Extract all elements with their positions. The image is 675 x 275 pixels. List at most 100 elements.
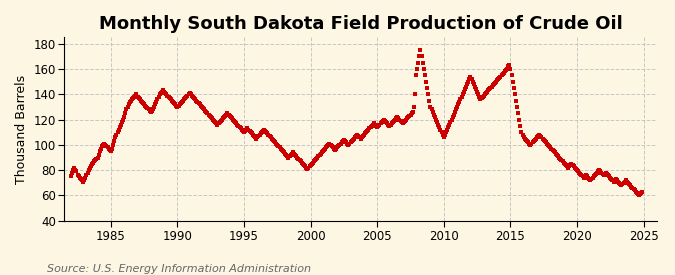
Point bbox=[379, 119, 390, 123]
Point bbox=[541, 140, 551, 145]
Point bbox=[425, 105, 436, 109]
Point bbox=[488, 82, 499, 86]
Point bbox=[83, 168, 94, 172]
Point bbox=[236, 128, 247, 132]
Point bbox=[300, 164, 310, 169]
Point bbox=[258, 129, 269, 133]
Point bbox=[191, 98, 202, 103]
Point bbox=[517, 133, 528, 137]
Point bbox=[130, 93, 140, 98]
Point bbox=[350, 135, 360, 139]
Point bbox=[526, 141, 537, 146]
Point bbox=[302, 167, 313, 171]
Point bbox=[105, 148, 115, 152]
Point bbox=[475, 97, 486, 101]
Point bbox=[572, 168, 583, 172]
Point bbox=[244, 129, 255, 133]
Point bbox=[170, 102, 181, 107]
Point bbox=[150, 102, 161, 107]
Point bbox=[267, 138, 278, 142]
Point bbox=[78, 179, 88, 184]
Point bbox=[140, 103, 151, 108]
Point bbox=[508, 86, 519, 90]
Point bbox=[355, 136, 366, 141]
Point bbox=[103, 147, 114, 151]
Point bbox=[589, 173, 600, 177]
Point bbox=[484, 87, 495, 91]
Point bbox=[139, 102, 150, 107]
Point bbox=[548, 149, 559, 153]
Point bbox=[253, 134, 264, 138]
Point bbox=[314, 153, 325, 157]
Point bbox=[438, 135, 449, 139]
Point bbox=[601, 170, 612, 175]
Point bbox=[513, 111, 524, 116]
Point bbox=[467, 79, 478, 84]
Point bbox=[261, 130, 271, 134]
Point bbox=[527, 140, 538, 145]
Point bbox=[560, 163, 571, 167]
Point bbox=[303, 166, 314, 170]
Point bbox=[613, 179, 624, 184]
Point bbox=[381, 120, 392, 124]
Point bbox=[507, 79, 518, 84]
Point bbox=[339, 138, 350, 142]
Point bbox=[456, 95, 467, 99]
Point bbox=[113, 128, 124, 132]
Point bbox=[610, 177, 621, 181]
Point bbox=[357, 134, 368, 138]
Point bbox=[596, 170, 607, 175]
Point bbox=[544, 144, 555, 148]
Point bbox=[594, 168, 605, 172]
Point bbox=[531, 136, 541, 141]
Point bbox=[515, 124, 526, 128]
Point bbox=[267, 136, 277, 141]
Point bbox=[482, 90, 493, 94]
Point bbox=[412, 67, 423, 71]
Point bbox=[236, 126, 246, 131]
Point bbox=[250, 135, 261, 139]
Point bbox=[481, 91, 491, 95]
Point bbox=[585, 178, 596, 183]
Point bbox=[117, 117, 128, 122]
Point bbox=[632, 192, 643, 196]
Point bbox=[583, 175, 593, 180]
Point bbox=[265, 135, 276, 139]
Point bbox=[483, 88, 493, 93]
Point bbox=[126, 97, 137, 101]
Point bbox=[562, 164, 572, 169]
Point bbox=[470, 84, 481, 89]
Point bbox=[510, 92, 520, 97]
Point bbox=[472, 90, 483, 94]
Point bbox=[134, 97, 145, 101]
Point bbox=[444, 122, 455, 127]
Point bbox=[468, 82, 479, 86]
Point bbox=[595, 169, 605, 174]
Point bbox=[479, 93, 489, 98]
Point bbox=[256, 130, 267, 134]
Point bbox=[225, 115, 236, 119]
Point bbox=[348, 138, 358, 142]
Point bbox=[420, 73, 431, 78]
Point bbox=[322, 144, 333, 148]
Point bbox=[157, 90, 167, 94]
Point bbox=[158, 88, 169, 93]
Point bbox=[146, 109, 157, 113]
Point bbox=[415, 48, 426, 52]
Point bbox=[332, 145, 343, 150]
Point bbox=[320, 147, 331, 151]
Point bbox=[329, 148, 340, 152]
Point bbox=[124, 102, 134, 107]
Point bbox=[145, 110, 156, 114]
Point bbox=[226, 116, 237, 120]
Point bbox=[441, 130, 452, 134]
Point bbox=[462, 82, 472, 86]
Point bbox=[117, 120, 128, 124]
Point bbox=[174, 102, 185, 107]
Point bbox=[289, 152, 300, 156]
Point bbox=[601, 172, 612, 176]
Point bbox=[81, 173, 92, 177]
Point bbox=[436, 130, 447, 134]
Point bbox=[202, 111, 213, 116]
Point bbox=[108, 143, 119, 147]
